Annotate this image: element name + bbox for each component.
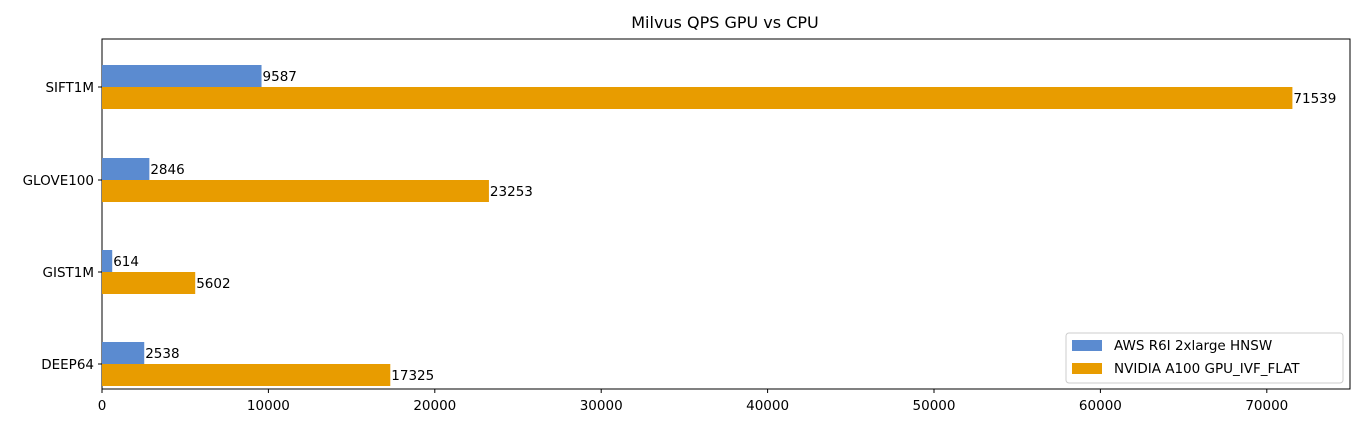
legend-swatch-series-1	[1072, 340, 1102, 351]
data-label-gist1m-series-2: 5602	[196, 276, 230, 292]
legend-swatch-series-2	[1072, 363, 1102, 374]
bar-glove100-series-2	[102, 180, 489, 202]
x-tick-label: 20000	[413, 398, 456, 414]
bar-sift1m-series-1	[102, 65, 262, 87]
data-label-glove100-series-1: 2846	[150, 162, 184, 178]
x-tick-label: 60000	[1079, 398, 1122, 414]
y-tick-label-glove100: GLOVE100	[23, 173, 94, 189]
data-label-glove100-series-2: 23253	[490, 184, 533, 200]
bar-deep64-series-2	[102, 364, 391, 386]
y-tick-label-gist1m: GIST1M	[43, 265, 95, 281]
data-label-gist1m-series-1: 614	[113, 254, 139, 270]
legend-label-series-2: NVIDIA A100 GPU_IVF_FLAT	[1114, 361, 1300, 377]
plot-area-frame	[101, 38, 1351, 390]
x-tick-label: 30000	[580, 398, 623, 414]
bars-layer	[102, 65, 1293, 386]
y-tick-label-deep64: DEEP64	[41, 357, 94, 373]
bar-sift1m-series-2	[102, 87, 1293, 109]
data-labels-layer: 9587 71539 2846 23253 614 5602 2538 17325	[113, 69, 1336, 384]
data-label-sift1m-series-2: 71539	[1293, 91, 1336, 107]
data-label-deep64-series-1: 2538	[145, 346, 179, 362]
bar-glove100-series-1	[102, 158, 150, 180]
y-tick-label-sift1m: SIFT1M	[45, 80, 94, 96]
x-tick-label: 70000	[1245, 398, 1288, 414]
data-label-deep64-series-2: 17325	[391, 368, 434, 384]
bar-gist1m-series-2	[102, 272, 196, 294]
x-tick-label: 50000	[913, 398, 956, 414]
legend-label-series-1: AWS R6I 2xlarge HNSW	[1114, 338, 1272, 354]
bar-deep64-series-1	[102, 342, 145, 364]
x-axis: 0 10000 20000 30000 40000 50000 60000 70000	[98, 389, 1288, 414]
bar-gist1m-series-1	[102, 250, 113, 272]
x-tick-label: 10000	[247, 398, 290, 414]
x-tick-label: 0	[98, 398, 107, 414]
legend: AWS R6I 2xlarge HNSW NVIDIA A100 GPU_IVF…	[1065, 332, 1344, 384]
legend-box	[1065, 332, 1344, 384]
x-tick-label: 40000	[746, 398, 789, 414]
data-label-sift1m-series-1: 9587	[263, 69, 297, 85]
chart-title: Milvus QPS GPU vs CPU	[631, 13, 818, 32]
y-axis: SIFT1M GLOVE100 GIST1M DEEP64	[23, 80, 102, 373]
